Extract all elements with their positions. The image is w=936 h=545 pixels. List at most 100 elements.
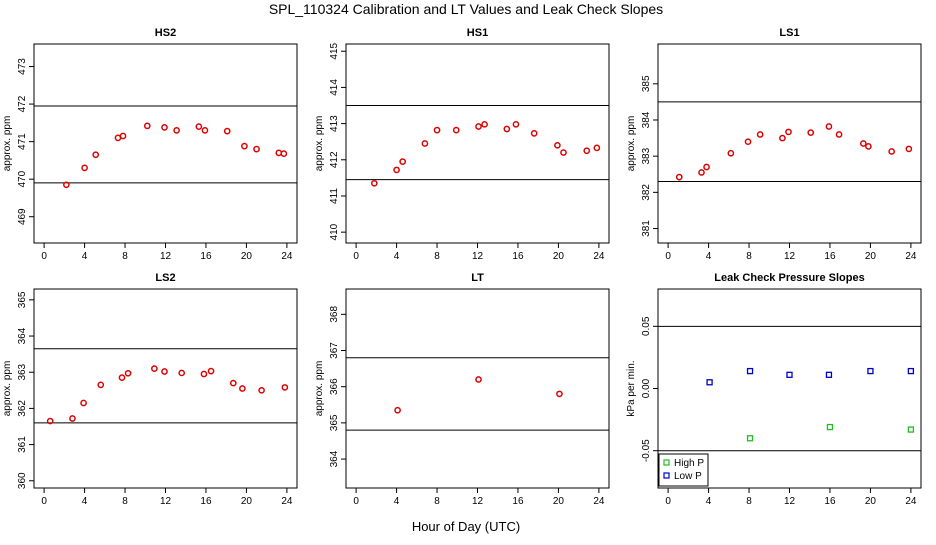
- data-point: [281, 384, 289, 391]
- y-tick-label: 469: [17, 208, 28, 225]
- panel-4: LS2 0 4 8 12 16 20 24 360 361 362 363 364 365 approx. …: [2, 272, 298, 507]
- x-tick-label: 12: [472, 251, 484, 262]
- y-tick-label: 360: [17, 472, 28, 489]
- data-point: [867, 367, 874, 375]
- data-point: [223, 127, 231, 135]
- data-point: [399, 158, 406, 165]
- data-point: [554, 141, 561, 149]
- x-tick-label: 8: [122, 251, 128, 262]
- data-point: [859, 140, 867, 147]
- y-axis-label: approx. ppm: [2, 116, 13, 172]
- data-point: [151, 365, 158, 372]
- data-point: [81, 164, 88, 172]
- y-tick-label: 412: [329, 151, 340, 168]
- legend: High P Low P: [658, 453, 709, 487]
- legend-marker: [663, 472, 670, 479]
- panel-title: LT: [471, 272, 484, 284]
- x-tick-label: 0: [41, 496, 47, 507]
- data-point: [475, 376, 482, 383]
- data-point: [394, 406, 401, 414]
- y-axis-label: approx. ppm: [314, 361, 325, 417]
- data-point: [593, 144, 601, 152]
- data-point: [756, 131, 764, 138]
- data-point: [241, 142, 248, 150]
- data-point: [452, 126, 460, 134]
- x-tick-label: 4: [82, 496, 88, 507]
- panel-title: Leak Check Pressure Slopes: [714, 272, 864, 284]
- x-tick-label: 4: [394, 251, 400, 262]
- y-tick-label: 0.05: [641, 316, 652, 336]
- y-tick-label: 368: [329, 306, 340, 323]
- plot-frame: [33, 288, 298, 489]
- x-tick-label: 4: [394, 496, 400, 507]
- data-point: [200, 370, 208, 378]
- x-tick-label: 12: [160, 496, 172, 507]
- data-point: [46, 417, 54, 425]
- data-point: [825, 371, 833, 378]
- plot-frame: [33, 43, 298, 244]
- x-tick-label: 16: [200, 496, 212, 507]
- data-point: [675, 173, 683, 181]
- data-point: [785, 128, 792, 136]
- data-point: [253, 145, 260, 153]
- y-tick-label: 471: [17, 133, 28, 150]
- data-point: [905, 145, 913, 153]
- data-point: [475, 123, 482, 130]
- x-tick-label: 12: [784, 496, 796, 507]
- data-point: [560, 149, 567, 156]
- y-tick-label: 364: [17, 327, 28, 344]
- data-point: [80, 399, 87, 407]
- data-point: [161, 368, 168, 375]
- data-point: [239, 385, 246, 392]
- x-tick-label: 12: [784, 251, 796, 262]
- x-tick-label: 20: [553, 251, 565, 262]
- y-tick-label: 365: [17, 291, 28, 308]
- x-tick-label: 12: [160, 251, 172, 262]
- data-point: [727, 149, 735, 157]
- y-tick-label: 470: [17, 170, 28, 187]
- data-point: [512, 120, 520, 128]
- plot-frame: [345, 288, 610, 489]
- panel-title: LS1: [779, 27, 799, 39]
- x-tick-label: 20: [865, 496, 877, 507]
- legend-marker: [663, 459, 670, 466]
- data-point: [119, 132, 127, 140]
- data-point: [118, 374, 126, 381]
- data-point: [530, 130, 538, 137]
- x-tick-label: 16: [824, 496, 836, 507]
- panel-6: Leak Check Pressure Slopes 0 4 8 12 16 20 24 -0.…: [626, 272, 922, 507]
- legend-label: High P: [674, 458, 704, 469]
- data-point: [907, 367, 915, 375]
- y-tick-label: 363: [17, 363, 28, 380]
- x-tick-label: 8: [122, 496, 128, 507]
- data-point: [161, 124, 168, 131]
- data-point: [835, 131, 843, 138]
- data-point: [825, 123, 833, 130]
- x-tick-label: 0: [353, 251, 359, 262]
- y-tick-label: 415: [329, 42, 340, 59]
- data-point: [786, 371, 793, 378]
- y-tick-label: 473: [17, 58, 28, 75]
- y-tick-label: 413: [329, 115, 340, 132]
- x-tick-label: 20: [553, 496, 565, 507]
- y-tick-label: 362: [17, 400, 28, 417]
- x-tick-label: 8: [434, 251, 440, 262]
- x-tick-label: 4: [706, 251, 712, 262]
- x-tick-label: 0: [665, 251, 671, 262]
- data-point: [703, 163, 710, 171]
- data-point: [92, 151, 100, 159]
- data-point: [706, 379, 713, 386]
- data-point: [173, 127, 180, 134]
- x-tick-label: 24: [281, 496, 293, 507]
- x-tick-label: 16: [512, 251, 524, 262]
- y-tick-label: -0.05: [641, 439, 652, 462]
- x-tick-label: 0: [41, 251, 47, 262]
- legend-box: [658, 453, 709, 487]
- y-tick-label: 367: [329, 342, 340, 359]
- x-tick-label: 16: [200, 251, 212, 262]
- data-point: [63, 181, 70, 189]
- y-tick-label: 361: [17, 436, 28, 453]
- x-tick-label: 8: [434, 496, 440, 507]
